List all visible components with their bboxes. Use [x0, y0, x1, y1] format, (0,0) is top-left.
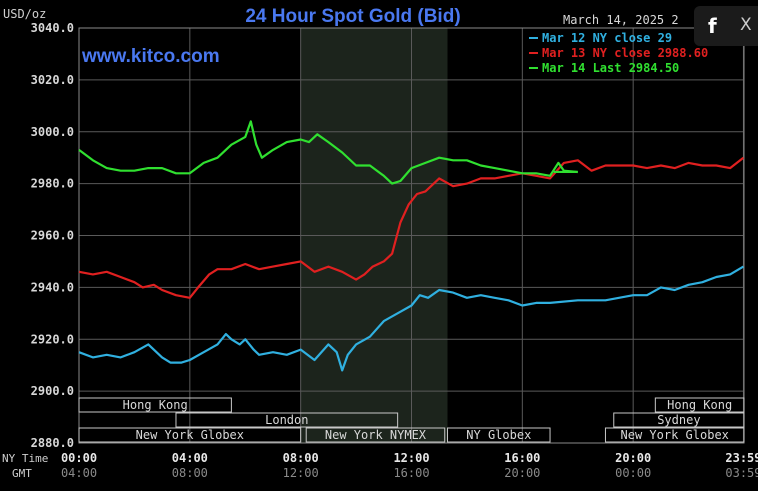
session-box — [175, 412, 399, 428]
y-tick-label: 2880.0 — [31, 436, 74, 450]
y-axis: 3040.0 3020.0 3000.0 2980.0 2960.0 2940.0 2920… — [31, 21, 74, 450]
x-tick-label-gmt: 04:00 — [61, 466, 97, 480]
session-label: London — [265, 413, 308, 427]
session-box — [78, 427, 302, 443]
x-tick-label-gmt: 20:00 — [504, 466, 540, 480]
legend-label-mar14: Mar 14 Last 2984.50 — [542, 61, 679, 75]
y-tick-label: 3040.0 — [31, 21, 74, 35]
trading-sessions: Hong Kong London New York Globex New York N… — [78, 397, 745, 443]
session-label: New York Globex — [136, 428, 244, 442]
series-line-0 — [78, 265, 744, 372]
session-box — [604, 427, 745, 443]
y-tick-label: 2920.0 — [31, 332, 74, 346]
x-tick-label-gmt: 00:00 — [615, 466, 651, 480]
session-label: Hong Kong — [123, 398, 188, 412]
series-lines — [78, 120, 745, 372]
y-tick-label: 2900.0 — [31, 384, 74, 398]
x-tick-label-gmt: 16:00 — [393, 466, 429, 480]
y-tick-label: 2960.0 — [31, 229, 74, 243]
legend: Mar 12 NY close 29 Mar 13 NY close 2988.… — [529, 31, 708, 75]
x-tick-label-ny: 12:00 — [393, 451, 429, 465]
session-box — [613, 412, 745, 428]
session-label: Hong Kong — [667, 398, 732, 412]
series-line-1 — [78, 156, 745, 299]
legend-label-mar13: Mar 13 NY close 2988.60 — [542, 46, 708, 60]
session-box — [654, 397, 745, 413]
y-tick-label: 3000.0 — [31, 125, 74, 139]
x-tick-label-ny: 23:59 — [725, 451, 758, 465]
y-unit-label: USD/oz — [3, 7, 46, 21]
watermark: www.kitco.com — [81, 46, 220, 67]
session-label: New York NYMEX — [325, 428, 427, 442]
session-label: Sydney — [657, 413, 700, 427]
facebook-icon[interactable]: f — [708, 14, 717, 38]
session-box — [447, 427, 551, 443]
x-tick-label-ny: 00:00 — [61, 451, 97, 465]
share-panel: f X — [694, 6, 758, 46]
x-tick-label-gmt: 03:59 — [725, 466, 758, 480]
session-box — [305, 427, 446, 443]
chart-title: 24 Hour Spot Gold (Bid) — [245, 6, 460, 27]
legend-label-mar12: Mar 12 NY close 29 — [542, 31, 672, 45]
grid-lines — [78, 27, 744, 444]
x-tick-label-ny: 08:00 — [283, 451, 319, 465]
x-tick-label-ny: 16:00 — [504, 451, 540, 465]
ny-time-row-label: NY Time — [2, 452, 48, 465]
plot-frame — [78, 27, 745, 444]
x-tick-label-gmt: 08:00 — [172, 466, 208, 480]
y-tick-label: 2980.0 — [31, 177, 74, 191]
session-label: NY Globex — [466, 428, 531, 442]
y-tick-label: 3020.0 — [31, 73, 74, 87]
gmt-row-label: GMT — [12, 467, 32, 480]
close-icon[interactable]: X — [740, 15, 752, 35]
x-tick-label-gmt: 12:00 — [283, 466, 319, 480]
session-label: New York Globex — [621, 428, 729, 442]
chart-date: March 14, 2025 2 — [563, 13, 679, 27]
x-tick-label-ny: 04:00 — [172, 451, 208, 465]
x-tick-label-ny: 20:00 — [615, 451, 651, 465]
y-tick-label: 2940.0 — [31, 280, 74, 294]
session-box — [78, 397, 232, 413]
series-line-2 — [78, 120, 578, 185]
x-axis: 00:0004:0004:0008:0008:0012:0012:0016:00… — [61, 451, 758, 480]
